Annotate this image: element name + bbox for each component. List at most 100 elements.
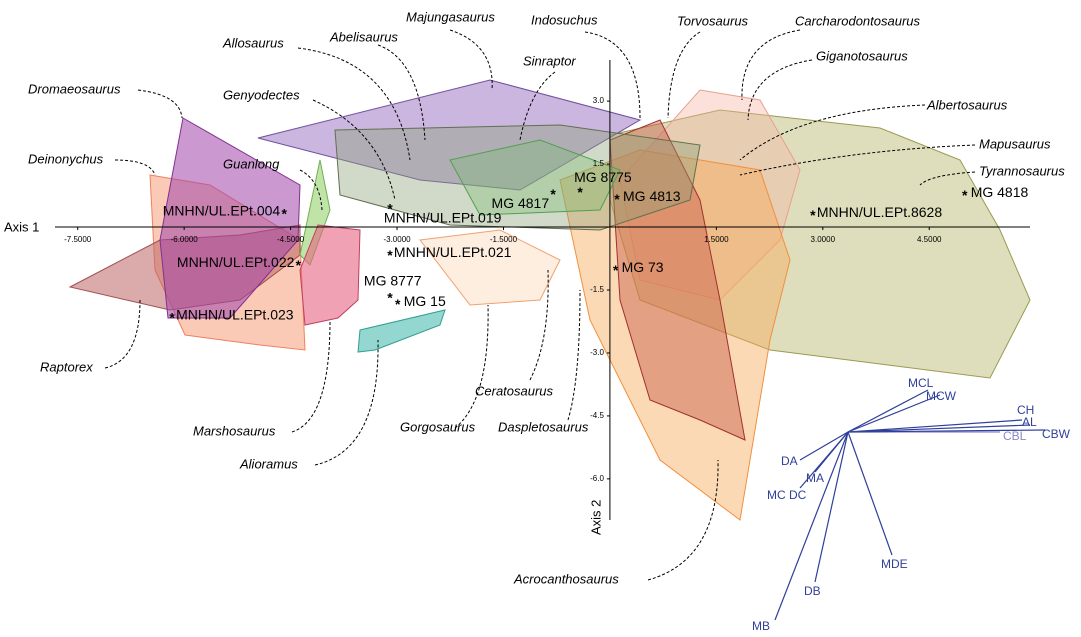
y-tick-label: -3.0: [590, 348, 604, 357]
y-tick-label: -6.0: [590, 474, 604, 483]
loadings-biplot: MCL MCW CH AL CBL CBW DA MA MC DC MDE DB…: [752, 376, 1071, 633]
leader: [312, 99, 396, 201]
leader: [449, 29, 493, 91]
genus-label: Abelisaurus: [329, 29, 398, 44]
y-tick-label: 3.0: [593, 96, 605, 105]
genus-label: Genyodectes: [223, 87, 300, 102]
loading-vector: [847, 389, 929, 433]
specimen-label: MG 8775: [574, 169, 632, 185]
loading-label: MB: [752, 619, 770, 633]
leader: [919, 171, 976, 186]
leader: [377, 44, 426, 141]
loading-vector: [774, 431, 849, 621]
specimen-point: *: [387, 290, 393, 306]
specimen-label: MNHN/UL.EPt.019: [384, 210, 502, 226]
genus-label: Albertosaurus: [926, 97, 1008, 112]
leader: [739, 144, 976, 176]
hull: [299, 224, 361, 326]
hull: [159, 117, 301, 319]
genus-label: Gorgosaurus: [400, 419, 476, 434]
specimen-label: MNHN/UL.EPt.023: [176, 307, 294, 323]
loading-label: MA: [806, 471, 824, 485]
specimen-label: MG 4813: [623, 188, 681, 204]
x-axis-title: Axis 1: [4, 219, 39, 234]
specimen-point: *: [395, 296, 401, 312]
leader: [299, 169, 323, 211]
loading-vector: [799, 431, 849, 461]
specimen-label: MNHN/UL.EPt.8628: [817, 204, 942, 220]
genus-label: Majungasaurus: [406, 9, 495, 24]
x-tick-label: -7.5000: [64, 235, 92, 244]
x-tick-label: -6.0000: [171, 235, 199, 244]
leader: [137, 89, 183, 119]
x-tick-label: -3.0000: [383, 235, 411, 244]
specimen-point: *: [614, 191, 620, 207]
y-tick-label: -1.5: [590, 285, 604, 294]
specimen-point: *: [810, 207, 816, 223]
hull: [559, 149, 791, 521]
genus-label: Indosuchus: [531, 12, 598, 27]
genus-label: Carcharodontosaurus: [795, 13, 921, 28]
specimen-label: MG 73: [622, 259, 664, 275]
loading-label: DA: [781, 454, 798, 468]
x-tick-label: 1.5000: [704, 235, 729, 244]
leaders: [104, 29, 976, 581]
hull: [419, 229, 561, 306]
genus-label: Guanlong: [223, 156, 280, 171]
genus-label: Raptorex: [40, 359, 93, 374]
loading-label: DB: [804, 584, 821, 598]
specimen-label: MG 4817: [492, 195, 550, 211]
loading-label: MC DC: [767, 488, 807, 502]
y-axis-title: Axis 2: [588, 500, 603, 535]
leader: [314, 339, 379, 466]
leader: [291, 319, 331, 433]
specimen-label: MNHN/UL.EPt.021: [394, 244, 512, 260]
genus-label: Giganotosaurus: [816, 48, 908, 63]
loading-vector: [814, 431, 849, 583]
specimen-label: MG 4818: [971, 184, 1029, 200]
specimen-point: *: [962, 187, 968, 203]
leader: [739, 104, 926, 161]
specimen-point: *: [577, 184, 583, 200]
loading-vector: [847, 419, 1023, 433]
loading-vector: [847, 394, 941, 433]
hull: [619, 89, 801, 301]
loading-vector: [847, 424, 1031, 433]
specimen-point: *: [169, 310, 175, 326]
specimen-label: MNHN/UL.EPt.022: [177, 254, 295, 270]
specimen-point: *: [296, 257, 302, 273]
loading-vector: [847, 431, 893, 556]
leader: [741, 29, 801, 101]
genus-label: Alioramus: [239, 456, 298, 471]
specimen-label: MG 8777: [364, 273, 422, 289]
leader: [647, 459, 719, 581]
hull: [334, 124, 701, 231]
specimen-point: *: [281, 206, 287, 222]
genus-label: Ceratosaurus: [475, 383, 554, 398]
loading-label: CH: [1017, 403, 1034, 417]
hulls: [68, 79, 1031, 521]
y-tick-label: -4.5: [590, 411, 604, 420]
specimen-point: *: [613, 262, 619, 278]
loading-label: CBL: [1003, 429, 1027, 443]
leader: [454, 304, 489, 429]
loading-label: CBW: [1042, 427, 1071, 441]
leader: [667, 31, 701, 119]
specimen-point: *: [387, 247, 393, 263]
loading-label: AL: [1022, 415, 1037, 429]
hull: [609, 119, 746, 441]
x-tick-label: -1.5000: [490, 235, 518, 244]
loading-label: MCW: [926, 389, 957, 403]
leader: [114, 159, 156, 176]
leader: [584, 31, 641, 119]
genus-label: Marshosaurus: [193, 423, 276, 438]
loading-label: MCL: [908, 376, 934, 390]
genus-label: Sinraptor: [523, 53, 576, 68]
loading-vector: [847, 429, 1046, 433]
loading-label: MDE: [881, 557, 908, 571]
genus-label: Daspletosaurus: [498, 419, 589, 434]
leader: [567, 289, 581, 421]
hull: [357, 309, 446, 353]
specimen-point: *: [387, 201, 393, 217]
